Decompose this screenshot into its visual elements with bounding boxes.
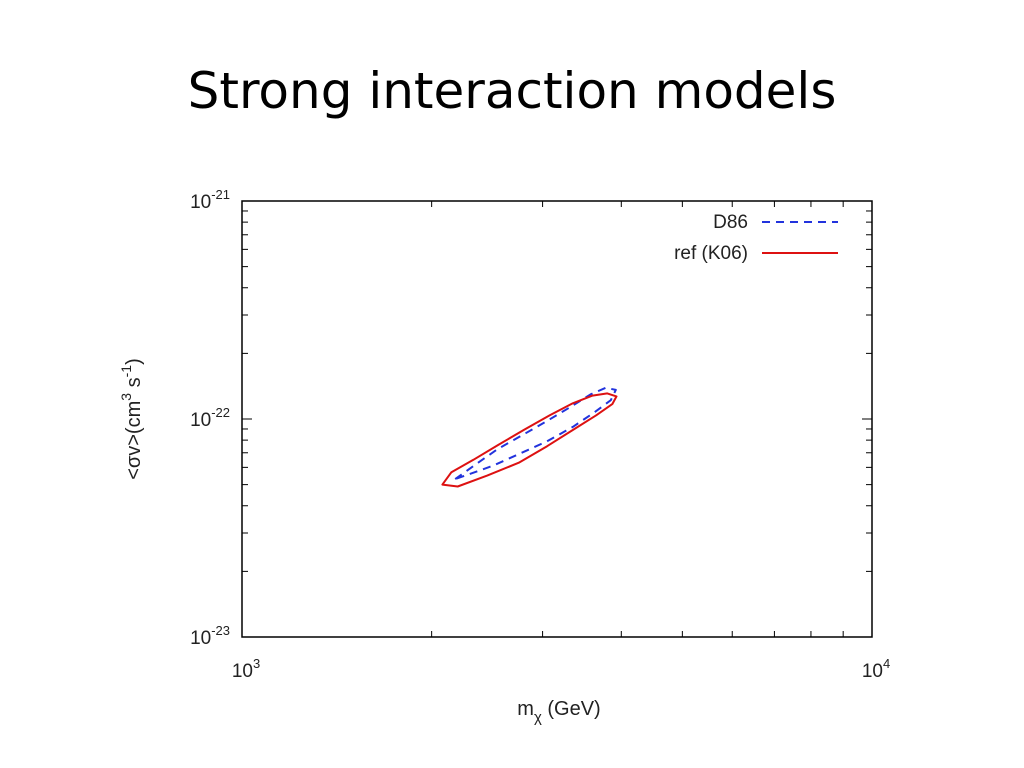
x-tick-base: 10: [862, 661, 883, 682]
legend: D86 ref (K06): [674, 212, 838, 264]
plot-frame: [241, 200, 873, 638]
slide-title: Strong interaction models: [187, 62, 837, 120]
y-tick-exp: -21: [211, 187, 230, 202]
y-axis-label-sup2: -1: [118, 365, 134, 378]
x-axis-label-sub: χ: [534, 709, 542, 726]
series-layer: [441, 386, 618, 488]
y-tick-exp: -23: [211, 623, 230, 638]
series-line: [441, 392, 618, 488]
y-tick-exp: -22: [211, 405, 230, 420]
legend-label: ref (K06): [674, 243, 748, 264]
x-axis-label-rest: (GeV): [542, 698, 601, 720]
y-tick-label: 10-21: [190, 187, 230, 213]
y-tick-label: 10-22: [190, 405, 230, 431]
y-axis-label: <σv>(cm3 s-1): [118, 358, 145, 480]
x-tick-base: 10: [232, 661, 253, 682]
x-axis-label: mχ (GeV): [517, 698, 600, 726]
y-axis-label-part2: s: [123, 377, 145, 393]
y-axis-label-part1: <σv>(cm: [123, 401, 145, 480]
y-axis-label-sup1: 3: [118, 393, 134, 401]
legend-label: D86: [713, 212, 748, 233]
x-tick-label: 104: [862, 656, 890, 682]
y-axis-label-part3: ): [123, 358, 145, 365]
x-tick-exp: 3: [253, 656, 260, 671]
x-axis-label-main: m: [517, 698, 534, 720]
series-line: [454, 386, 617, 481]
minor-ticks: [241, 200, 873, 638]
y-tick-label: 10-23: [190, 623, 230, 649]
y-tick-base: 10: [190, 410, 211, 431]
x-tick-exp: 4: [883, 656, 890, 671]
x-tick-label: 103: [232, 656, 260, 682]
y-tick-base: 10: [190, 192, 211, 213]
y-tick-base: 10: [190, 628, 211, 649]
